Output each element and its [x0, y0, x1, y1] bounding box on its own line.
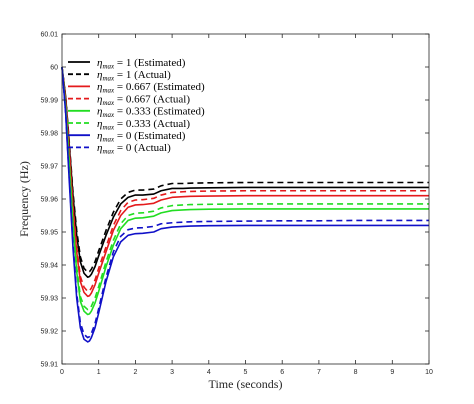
x-tick-label: 4	[207, 369, 211, 376]
y-axis: 59.91 59.92 59.93 59.94 59.95 59.96 59.97 59.98…	[40, 32, 429, 369]
x-tick-label: 8	[354, 369, 358, 376]
series-line-7	[61, 66, 429, 343]
legend-label-1: ηmax = 1 (Estimated)	[97, 57, 186, 71]
legend-label-3: ηmax = 0.667 (Estimated)	[97, 81, 205, 95]
legend-label-4: ηmax = 0.667 (Actual)	[97, 93, 190, 107]
x-tick-label: 1	[97, 369, 101, 376]
y-tick-label: 59.98	[40, 131, 58, 138]
x-axis: 0 1 2 3 4 5 6 7 8 9 10	[60, 34, 433, 376]
series-line-6	[61, 66, 429, 311]
x-tick-label: 10	[425, 369, 433, 376]
x-tick-label: 0	[60, 369, 64, 376]
legend-label-5: ηmax = 0.333 (Estimated)	[97, 106, 205, 120]
x-tick-label: 9	[390, 369, 394, 376]
y-tick-label: 59.94	[40, 263, 58, 270]
series-line-2	[61, 66, 429, 274]
y-tick-label: 59.96	[40, 197, 58, 204]
y-tick-label: 59.95	[40, 230, 58, 237]
legend-label-6: ηmax = 0.333 (Actual)	[97, 118, 190, 132]
x-tick-label: 7	[317, 369, 321, 376]
y-tick-label: 59.92	[40, 329, 58, 336]
y-tick-label: 59.97	[40, 164, 58, 171]
y-tick-label: 59.91	[40, 362, 58, 369]
legend-label-8: ηmax = 0 (Actual)	[97, 142, 171, 156]
plot-area	[61, 66, 429, 343]
legend-label-7: ηmax = 0 (Estimated)	[97, 130, 186, 144]
y-tick-label: 59.99	[40, 98, 58, 105]
legend: ηmax = 1 (Estimated)ηmax = 1 (Actual)ηma…	[68, 57, 205, 156]
x-tick-label: 6	[280, 369, 284, 376]
x-tick-label: 5	[244, 369, 248, 376]
x-tick-label: 2	[133, 369, 137, 376]
y-tick-label: 60	[50, 65, 58, 72]
y-axis-title: Frequency (Hz)	[17, 161, 31, 237]
x-axis-title: Time (seconds)	[209, 377, 283, 391]
series-line-8	[61, 66, 429, 339]
series-line-4	[61, 66, 429, 293]
y-tick-label: 59.93	[40, 296, 58, 303]
y-tick-label: 60.01	[40, 32, 58, 39]
x-tick-label: 3	[170, 369, 174, 376]
legend-label-2: ηmax = 1 (Actual)	[97, 69, 171, 83]
